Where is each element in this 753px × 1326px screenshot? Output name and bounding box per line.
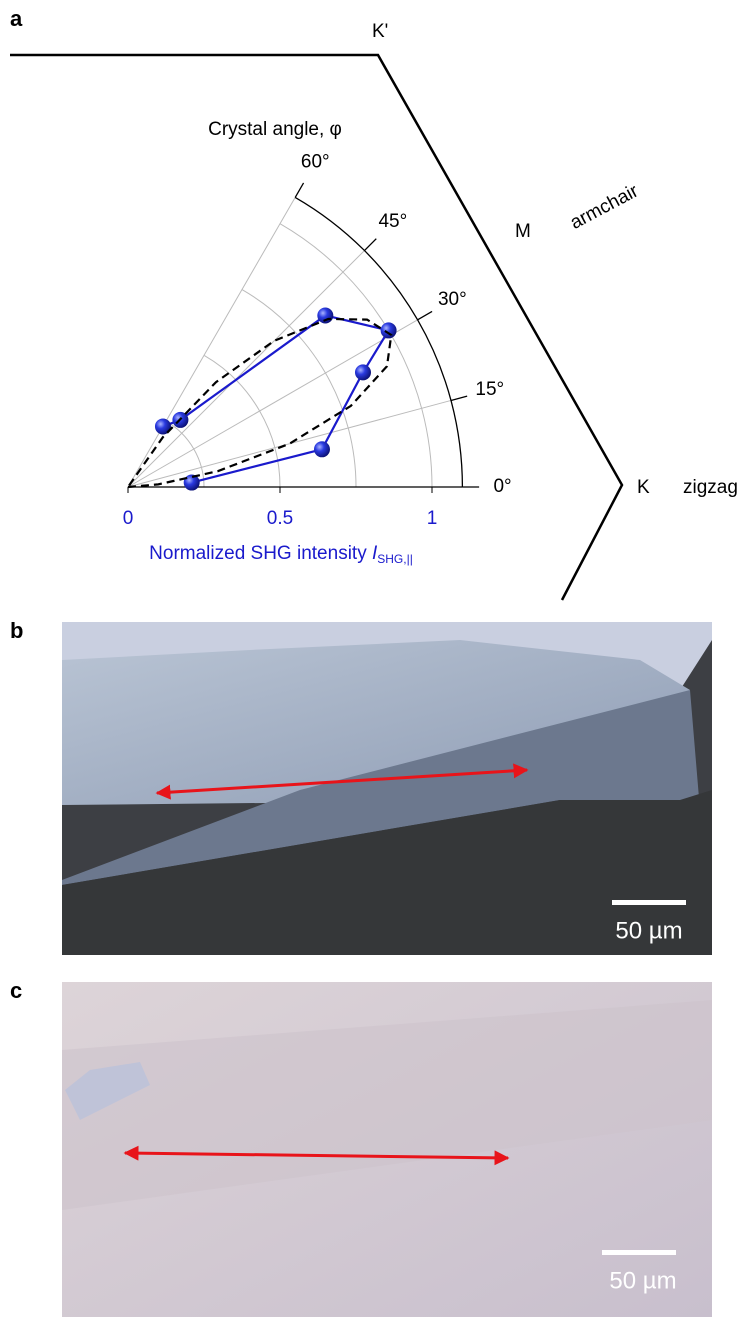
r-tick-label: 0.5 [267, 508, 293, 529]
k-label: K [637, 477, 650, 498]
theta-tick-label: 45° [378, 211, 407, 232]
theta-tick-label: 0° [493, 476, 511, 497]
data-point [355, 364, 371, 380]
theta-tick [451, 396, 467, 400]
data-point [381, 322, 397, 338]
theta-tick [418, 311, 432, 319]
scale-bar [602, 1250, 676, 1255]
x-axis-label: Normalized SHG intensity ISHG,|| [149, 543, 413, 566]
data-point [184, 475, 200, 491]
theta-tick [364, 239, 376, 251]
grid-spoke [128, 197, 295, 487]
panel-label: a [10, 6, 23, 31]
scale-bar-label: 50 µm [615, 917, 682, 944]
theta-tick-label: 60° [301, 152, 330, 173]
theta-tick [295, 183, 303, 197]
model-curve [128, 319, 391, 487]
zigzag-label: zigzag [683, 477, 738, 498]
r-tick-label: 1 [427, 508, 438, 529]
k-prime-label: K' [372, 21, 388, 42]
x-label-text: Normalized SHG intensity [149, 543, 372, 564]
polar-chart: 0° 15° 30° 45° 60° 0 0.5 1 [123, 152, 512, 529]
panel-label: c [10, 978, 22, 1003]
panel-a: a K' M armchair K zigzag Crystal angle, … [10, 6, 738, 600]
chart-title: Crystal angle, φ [208, 119, 342, 140]
m-label: M [515, 221, 531, 242]
panel-b: b 50 µm [10, 618, 712, 955]
armchair-label: armchair [567, 180, 643, 234]
theta-tick-label: 15° [475, 379, 504, 400]
scale-bar-label: 50 µm [609, 1267, 676, 1294]
panel-c: c 50 µm [10, 978, 712, 1317]
theta-tick-label: 30° [438, 289, 467, 310]
x-label-subscript: SHG,|| [377, 552, 413, 566]
figure: a K' M armchair K zigzag Crystal angle, … [0, 0, 753, 1321]
r-tick-label: 0 [123, 508, 134, 529]
panel-label: b [10, 618, 23, 643]
data-point [314, 441, 330, 457]
scale-bar [612, 900, 686, 905]
